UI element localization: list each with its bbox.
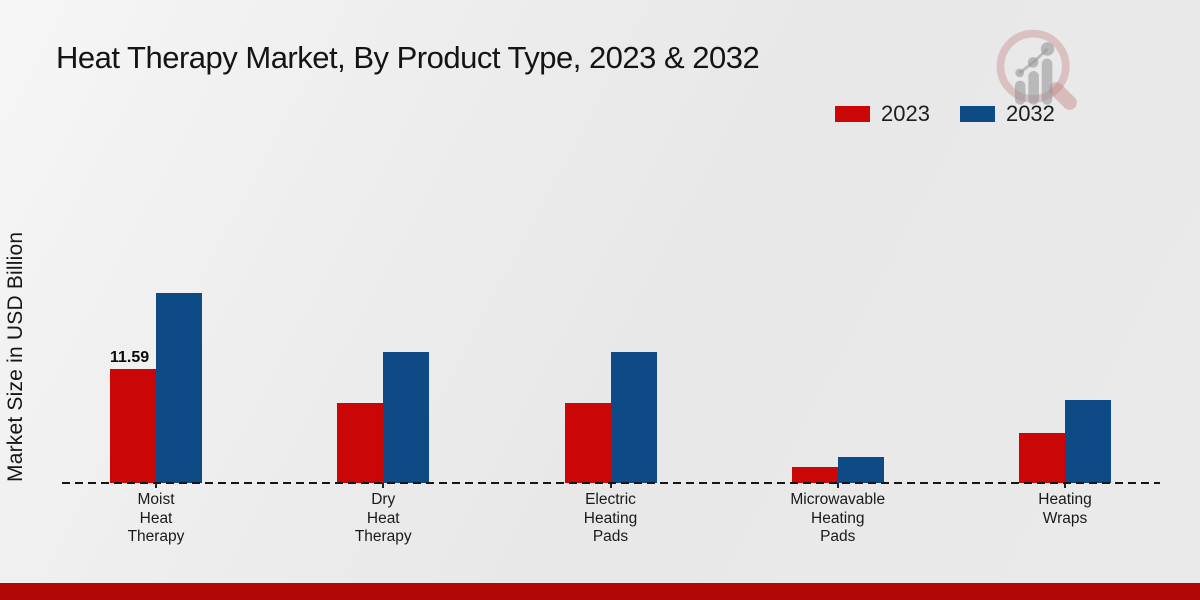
bar-2032 [1065, 400, 1111, 483]
legend-label: 2023 [881, 101, 930, 126]
bar-2032 [156, 293, 202, 483]
category-label: Heating Wraps [1038, 491, 1092, 527]
chart-title: Heat Therapy Market, By Product Type, 20… [56, 40, 760, 75]
category-label: Dry Heat Therapy [354, 491, 412, 545]
axis-tick [1064, 483, 1066, 488]
footer-bar [0, 583, 1200, 600]
legend-item-2032: 2032 [959, 101, 1055, 127]
category-label: Electric Heating Pads [583, 491, 638, 545]
bar-2023 [1019, 433, 1065, 483]
legend-item-2023: 2023 [835, 101, 930, 127]
value-label: 11.59 [110, 349, 150, 366]
legend: 2023 2032 [835, 101, 1055, 127]
legend-swatch-icon [835, 106, 870, 122]
category-label: Microwavable Heating Pads [790, 491, 886, 545]
bar-2032 [610, 352, 657, 483]
bar-group: Heating Wraps [945, 0, 1185, 600]
bar-group: Microwavable Heating Pads [718, 0, 958, 600]
legend-swatch-icon [959, 106, 995, 122]
axis-tick [155, 483, 157, 488]
bar-group: Electric Heating Pads [491, 0, 731, 600]
bar-2023 [791, 467, 838, 483]
bar-2032 [837, 457, 884, 483]
category-label: Moist Heat Therapy [127, 491, 185, 545]
bar-group: Dry Heat Therapy [263, 0, 503, 600]
bar-2023 [337, 403, 384, 483]
axis-tick [382, 483, 385, 488]
bar-2032 [383, 352, 430, 483]
axis-tick [609, 483, 612, 488]
magnifier-bar-chart-watermark-icon [996, 29, 1077, 110]
bar-2023 [110, 369, 156, 483]
bar-group: 11.59 Moist Heat Therapy [36, 0, 276, 600]
x-axis-baseline [62, 482, 1160, 484]
bar-2023 [564, 403, 611, 483]
axis-tick [836, 483, 839, 488]
legend-label: 2032 [1005, 101, 1055, 126]
